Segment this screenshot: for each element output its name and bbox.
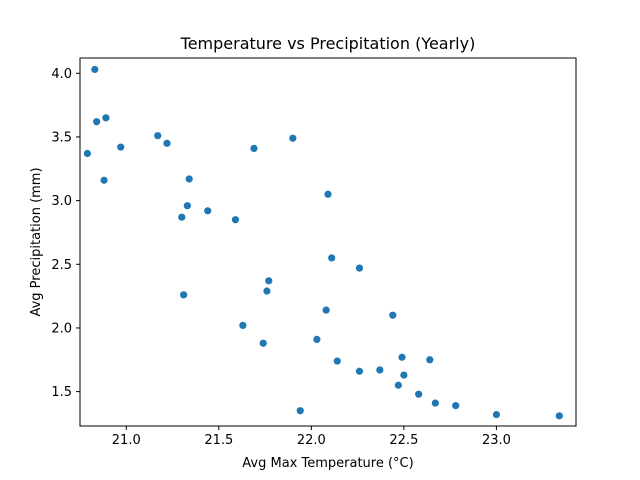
y-tick-label: 3.0 (51, 194, 72, 209)
data-point (333, 357, 341, 365)
data-point (263, 287, 271, 295)
data-point (355, 264, 364, 272)
x-tick-label: 22.0 (297, 433, 326, 448)
y-axis: 1.5 2.0 2.5 3.0 3.5 4.0 (51, 67, 80, 400)
y-tick-label: 4.0 (51, 67, 72, 82)
data-point (231, 216, 240, 224)
data-point (259, 339, 267, 347)
data-point (426, 356, 434, 364)
data-point (102, 114, 110, 122)
data-point (431, 399, 439, 407)
y-tick-label: 2.0 (51, 321, 72, 336)
data-point (83, 149, 92, 158)
data-point (93, 118, 101, 126)
data-point (555, 412, 563, 420)
x-axis-label: Avg Max Temperature (°C) (242, 456, 413, 471)
y-tick-label: 1.5 (51, 385, 72, 400)
data-point (204, 207, 212, 215)
data-point (250, 144, 258, 153)
data-point (394, 381, 402, 389)
data-point (324, 190, 332, 198)
data-point (178, 213, 186, 221)
data-point (183, 202, 191, 210)
x-tick-label: 23.0 (482, 433, 511, 448)
data-point (415, 390, 423, 398)
data-point (91, 65, 99, 74)
x-tick-label: 21.5 (204, 433, 233, 448)
data-point (163, 139, 171, 147)
x-tick-label: 21.0 (112, 433, 141, 448)
data-point (389, 311, 397, 319)
data-point (376, 366, 384, 374)
y-tick-label: 3.5 (51, 130, 72, 145)
y-axis-label: Avg Precipitation (mm) (29, 167, 44, 316)
x-axis: 21.0 21.5 22.0 22.5 23.0 (112, 426, 511, 448)
data-point (452, 402, 460, 410)
data-point (239, 321, 247, 330)
y-tick-label: 2.5 (51, 258, 72, 273)
chart-title: Temperature vs Precipitation (Yearly) (180, 34, 476, 53)
data-point (154, 132, 162, 140)
data-point (492, 410, 501, 419)
data-point (400, 371, 408, 379)
data-points (83, 65, 563, 420)
data-point (289, 134, 297, 142)
data-point (322, 306, 330, 314)
data-point (355, 367, 364, 375)
data-point (265, 277, 273, 285)
data-point (185, 175, 193, 183)
data-point (117, 143, 125, 151)
data-point (180, 291, 188, 299)
plot-area-frame (79, 57, 577, 427)
data-point (296, 407, 304, 415)
data-point (313, 335, 321, 344)
data-point (398, 353, 406, 361)
x-tick-label: 22.5 (389, 433, 418, 448)
data-point (328, 254, 336, 262)
data-point (100, 176, 108, 184)
